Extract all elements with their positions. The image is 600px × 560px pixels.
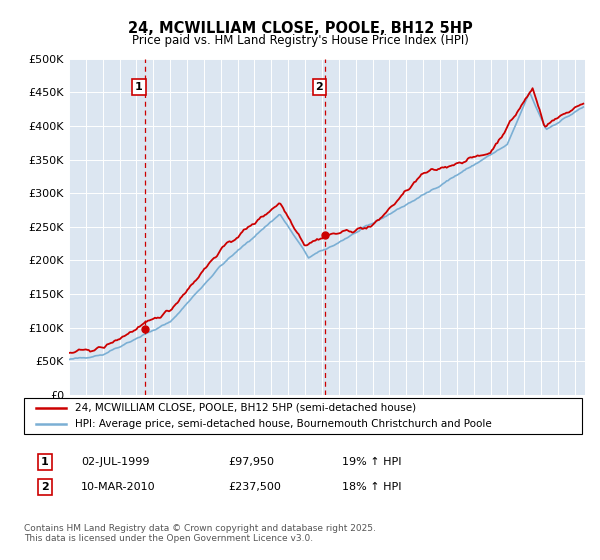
Text: 2: 2 [41,482,49,492]
Text: £97,950: £97,950 [228,457,274,467]
Text: Contains HM Land Registry data © Crown copyright and database right 2025.
This d: Contains HM Land Registry data © Crown c… [24,524,376,543]
Text: 18% ↑ HPI: 18% ↑ HPI [342,482,401,492]
Text: £237,500: £237,500 [228,482,281,492]
Text: 10-MAR-2010: 10-MAR-2010 [81,482,155,492]
Text: 2: 2 [316,82,323,92]
Text: HPI: Average price, semi-detached house, Bournemouth Christchurch and Poole: HPI: Average price, semi-detached house,… [75,419,492,429]
Text: 1: 1 [135,82,143,92]
Text: 02-JUL-1999: 02-JUL-1999 [81,457,149,467]
Text: Price paid vs. HM Land Registry's House Price Index (HPI): Price paid vs. HM Land Registry's House … [131,34,469,46]
Text: 19% ↑ HPI: 19% ↑ HPI [342,457,401,467]
Text: 24, MCWILLIAM CLOSE, POOLE, BH12 5HP: 24, MCWILLIAM CLOSE, POOLE, BH12 5HP [128,21,472,36]
Text: 1: 1 [41,457,49,467]
Text: 24, MCWILLIAM CLOSE, POOLE, BH12 5HP (semi-detached house): 24, MCWILLIAM CLOSE, POOLE, BH12 5HP (se… [75,403,416,413]
